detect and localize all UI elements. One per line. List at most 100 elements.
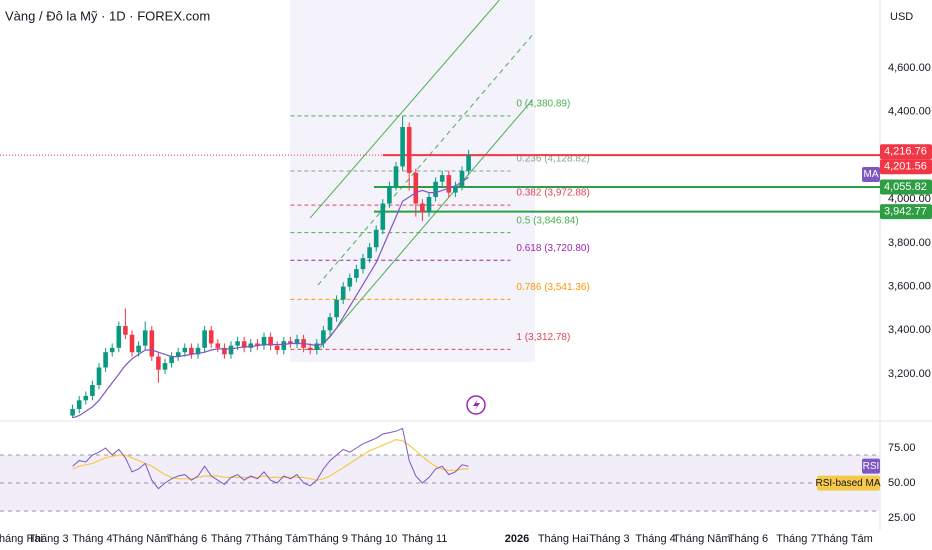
x-tick-label: 2026 [505,533,529,545]
channel-line [317,34,533,286]
rsi-ma-line [72,438,469,481]
fib-label: 0.382 (3,972.88) [516,188,589,199]
x-tick-label: Tháng Năm [673,533,730,545]
candle-body [314,343,320,351]
channel-line [317,99,533,351]
candle-body [136,345,141,353]
y-tick-label: 4,400.00 [888,106,931,118]
candle-body [380,203,386,230]
rsi-tick-label: 25.00 [888,512,916,524]
candle-body [360,258,366,270]
x-tick-label: Tháng 4 [635,533,675,545]
y-tick-label: 4,000.00 [888,193,931,205]
candle-body [281,341,287,351]
x-tick-label: Tháng 3 [589,533,629,545]
candle-body [459,170,465,187]
fib-label: 0.5 (3,846.84) [516,215,578,226]
candle-body [96,367,102,385]
y-tick-label: 4,600.00 [888,62,931,74]
candle-body [149,330,155,357]
x-tick-label: Tháng Năm [112,533,169,545]
lightning [473,399,480,411]
candle-body [274,345,280,351]
candle-body [340,286,346,300]
ma-tag-label: MA [864,169,879,180]
x-tick-label: Tháng 6 [728,533,768,545]
candle-body [208,330,214,344]
candle-body [387,186,392,204]
candle-body [248,343,254,348]
candle-body [241,341,247,348]
candle-body [466,155,471,171]
candle-body [90,384,95,396]
price-tag [880,179,932,195]
candle-body [76,400,82,410]
rsi-tick-label: 50.00 [888,477,916,489]
candle-body [169,356,174,364]
candle-body [446,175,452,193]
x-tick-label: Tháng 11 [402,533,448,545]
candle-body [354,269,359,278]
rsi-ma-tag-label: RSI-based MA [815,478,880,489]
rsi-line [72,427,469,490]
price-tag-label: 4,055.82 [884,181,927,193]
channel-line [309,0,500,219]
candle-body [156,356,161,370]
candle-body [406,127,412,173]
candle-body [347,277,353,287]
price-tag-label: 4,201.56 [884,161,927,173]
fib-label: 0.786 (3,541.36) [516,282,589,293]
candle-body [83,395,89,401]
candle-body [420,203,425,213]
candle-body [189,347,194,355]
candle-body [327,317,333,331]
y-tick-label: 3,800.00 [888,237,931,249]
ma-tag [862,166,880,182]
candle-body [393,166,399,187]
candle-body [70,409,75,416]
x-tick-label: Tháng Hai [538,533,589,545]
price-tag [880,144,932,160]
candle-body [426,196,432,213]
candle-body [109,347,115,353]
chart-title: Vàng / Đô la Mỹ · 1D · FOREX.com [5,8,210,23]
candle-body [307,347,313,351]
price-tag-label: 4,216.76 [884,146,927,158]
candle-body [123,325,128,335]
candle-body [142,330,148,346]
candle-body [288,341,293,344]
candle-body [400,127,405,167]
price-tag [880,204,932,220]
candle-body [195,347,201,355]
candle-body [235,341,240,346]
x-tick-label: Tháng 9 [308,533,348,545]
candle-body [175,352,181,357]
fib-background [290,0,535,362]
fib-label: 0 (4,380.89) [516,99,570,110]
x-tick-label: Tháng Tám [817,533,873,545]
y-tick-label: 3,400.00 [888,324,931,336]
candle-body [334,299,339,318]
candle-body [413,172,419,204]
candle-body [255,343,260,346]
candle-body [222,347,227,355]
fib-label: 0.236 (4,128.82) [516,154,589,165]
x-tick-label: Tháng 10 [351,533,397,545]
fib-label: 0.618 (3,720.80) [516,243,589,254]
x-tick-label: Tháng 7 [776,533,816,545]
rsi-pane [0,427,880,512]
candle-body [294,339,300,344]
candle-body [182,347,188,353]
rsi-ma-tag [817,475,880,491]
candle-body [228,345,234,355]
candle-body [268,336,273,346]
rsi-tick-label: 75.00 [888,442,916,454]
y-tick-label: 3,600.00 [888,281,931,293]
overlay: 4,216.76 4,201.56 4,055.82 3,942.77 MA RSI RSI… [815,144,932,491]
candle-body [373,229,379,248]
candle-body [321,330,326,344]
candle-body [367,247,372,259]
x-tick-label: Tháng 7 [211,533,251,545]
